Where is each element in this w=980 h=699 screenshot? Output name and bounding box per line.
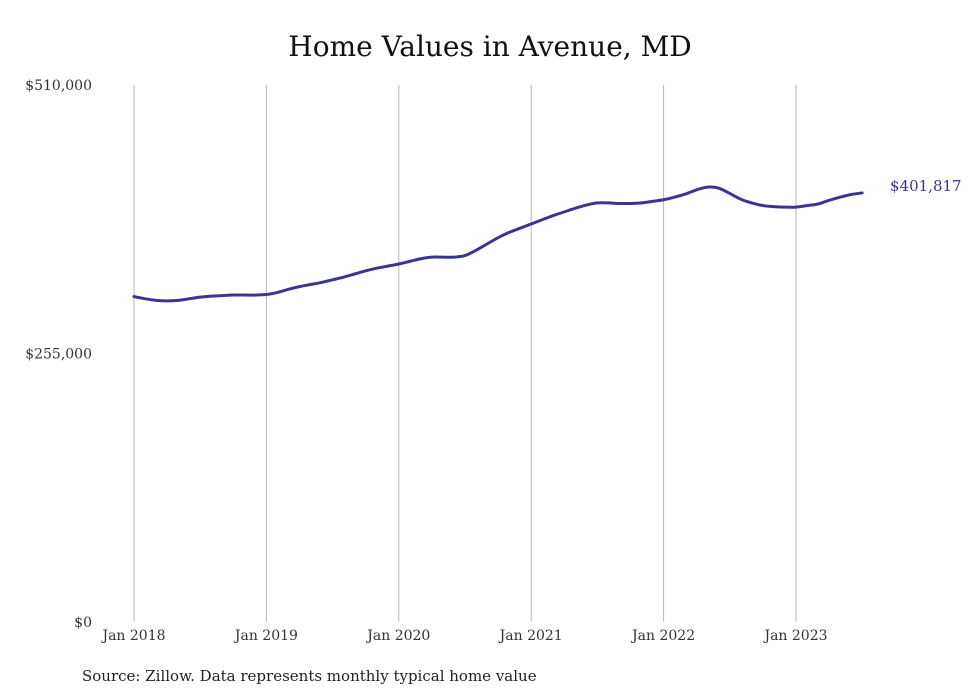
y-tick-label: $510,000 (25, 78, 92, 94)
x-tick-label: Jan 2021 (498, 628, 563, 644)
y-axis-tick-labels: $0 $255,000 $510,000 (25, 78, 92, 631)
chart-title: Home Values in Avenue, MD (288, 30, 692, 63)
x-tick-label: Jan 2019 (233, 628, 298, 644)
x-tick-label: Jan 2018 (100, 628, 165, 644)
source-note: Source: Zillow. Data represents monthly … (82, 667, 537, 685)
x-tick-label: Jan 2020 (365, 628, 430, 644)
end-value-label: $401,817 (890, 177, 962, 195)
y-tick-label: $0 (74, 615, 92, 631)
home-value-line (132, 185, 864, 303)
gridlines (133, 85, 797, 622)
x-axis-tick-labels: Jan 2018 Jan 2019 Jan 2020 Jan 2021 Jan 2022… (100, 628, 827, 644)
x-tick-label: Jan 2023 (762, 628, 827, 644)
x-tick-label: Jan 2022 (630, 628, 695, 644)
y-tick-label: $255,000 (25, 347, 92, 363)
series-layer: $401,817 (132, 177, 962, 303)
